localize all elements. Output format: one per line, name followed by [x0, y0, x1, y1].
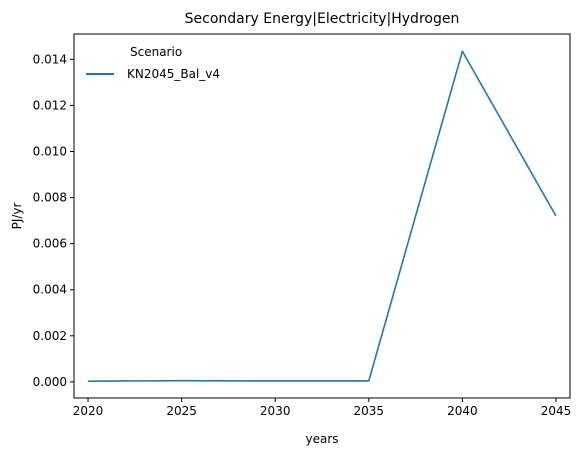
plot-frame: [73, 33, 571, 399]
legend-title: Scenario: [130, 45, 182, 59]
y-tick-label: 0.004: [33, 283, 67, 297]
y-tick-label: 0.008: [33, 191, 67, 205]
legend-label: KN2045_Bal_v4: [127, 67, 220, 81]
x-tick-label: 2020: [73, 404, 104, 418]
x-tick-label: 2045: [541, 404, 572, 418]
plot-area: [73, 33, 571, 399]
y-axis: 0.000 0.002 0.004 0.006 0.008 0.010 0.012 0.014: [33, 52, 74, 389]
x-tick-label: 2025: [166, 404, 197, 418]
y-tick-label: 0.010: [33, 144, 67, 158]
y-tick-label: 0.002: [33, 329, 67, 343]
legend: Scenario KN2045_Bal_v4: [86, 45, 220, 81]
series-line-0: [88, 50, 557, 382]
chart-title: Secondary Energy|Electricity|Hydrogen: [185, 11, 460, 27]
y-axis-label: PJ/yr: [10, 203, 24, 230]
x-axis: 2020 2025 2030 2035 2040 2045: [73, 398, 571, 418]
y-tick-label: 0.000: [33, 375, 67, 389]
series-layer: [88, 50, 557, 382]
y-tick-label: 0.006: [33, 237, 67, 251]
x-tick-label: 2030: [260, 404, 291, 418]
x-axis-label: years: [305, 432, 338, 446]
x-tick-label: 2040: [447, 404, 478, 418]
x-tick-label: 2035: [354, 404, 385, 418]
y-tick-label: 0.014: [33, 52, 67, 66]
y-tick-label: 0.012: [33, 98, 67, 112]
